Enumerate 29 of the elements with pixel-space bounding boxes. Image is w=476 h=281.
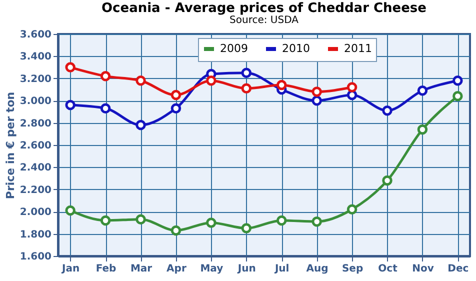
- y-tick-label: 1.800: [20, 229, 52, 240]
- chart-title: Oceania - Average prices of Cheddar Cheese: [102, 1, 427, 16]
- x-tick-label: May: [200, 264, 224, 274]
- legend-label: 2009: [220, 42, 248, 55]
- legend-label: 2010: [282, 42, 310, 55]
- y-tick-label: 2.600: [20, 140, 52, 152]
- chart-subtitle: Source: USDA: [230, 15, 299, 26]
- y-tick-label: 3.000: [20, 96, 52, 108]
- y-tick-label: 3.400: [20, 52, 52, 63]
- y-axis-title: Price in € per ton: [4, 92, 17, 200]
- legend-label: 2011: [344, 42, 372, 55]
- x-tick-label: Aug: [306, 264, 328, 274]
- y-tick-label: 2.000: [20, 207, 52, 218]
- y-tick-label: 3.600: [20, 30, 52, 40]
- y-tick-label: 2.200: [20, 184, 52, 196]
- y-tick-label: 2.800: [20, 118, 52, 130]
- x-tick-label: Nov: [412, 264, 434, 274]
- x-tick-label: Sep: [342, 264, 364, 274]
- x-tick-label: Dec: [448, 264, 469, 274]
- x-tick-label: Jul: [274, 264, 290, 274]
- x-tick-label: Mar: [130, 264, 152, 274]
- x-tick-label: Jan: [61, 264, 80, 274]
- x-tick-label: Jun: [236, 264, 256, 274]
- y-tick-label: 3.200: [20, 74, 52, 85]
- x-tick-label: Oct: [378, 264, 398, 274]
- y-tick-label: 1.600: [20, 252, 52, 262]
- y-tick-label: 2.400: [20, 162, 52, 174]
- x-tick-label: Feb: [96, 264, 116, 274]
- x-tick-label: Apr: [166, 264, 186, 274]
